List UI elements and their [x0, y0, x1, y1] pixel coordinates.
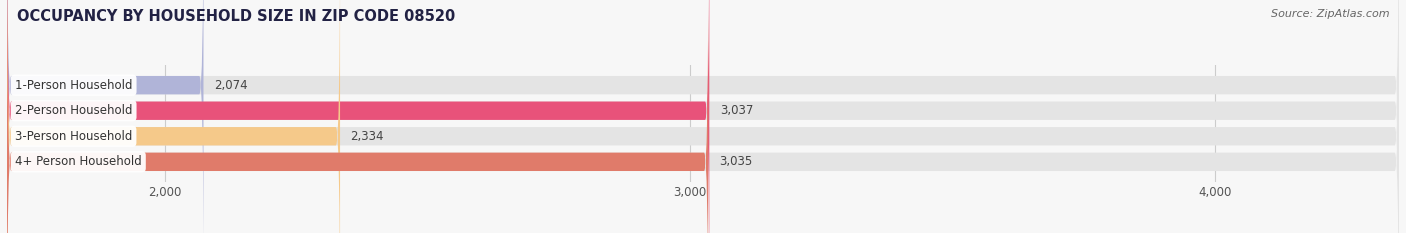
- FancyBboxPatch shape: [7, 0, 709, 233]
- FancyBboxPatch shape: [7, 0, 1399, 233]
- Text: 3-Person Household: 3-Person Household: [15, 130, 132, 143]
- Text: 1-Person Household: 1-Person Household: [15, 79, 132, 92]
- FancyBboxPatch shape: [7, 0, 204, 233]
- FancyBboxPatch shape: [7, 0, 1399, 233]
- Text: 4+ Person Household: 4+ Person Household: [15, 155, 142, 168]
- FancyBboxPatch shape: [7, 0, 1399, 233]
- Text: 3,035: 3,035: [718, 155, 752, 168]
- FancyBboxPatch shape: [7, 0, 340, 233]
- Text: 3,037: 3,037: [720, 104, 754, 117]
- Text: 2,334: 2,334: [350, 130, 384, 143]
- FancyBboxPatch shape: [7, 0, 709, 233]
- Text: 2,074: 2,074: [214, 79, 247, 92]
- FancyBboxPatch shape: [7, 0, 1399, 233]
- Text: 2-Person Household: 2-Person Household: [15, 104, 132, 117]
- Text: OCCUPANCY BY HOUSEHOLD SIZE IN ZIP CODE 08520: OCCUPANCY BY HOUSEHOLD SIZE IN ZIP CODE …: [17, 9, 456, 24]
- Text: Source: ZipAtlas.com: Source: ZipAtlas.com: [1271, 9, 1389, 19]
